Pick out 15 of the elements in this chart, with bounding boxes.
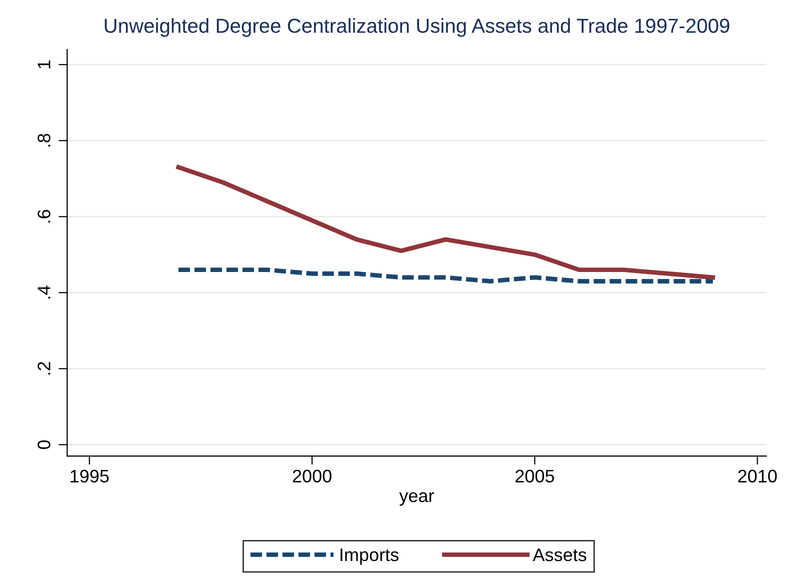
y-tick-label: 0 — [38, 440, 50, 449]
x-tick-label: 2000 — [292, 470, 332, 483]
y-tick-label: .4 — [38, 286, 50, 299]
chart-title: Unweighted Degree Centralization Using Assets and Trade 1997-2009 — [104, 18, 730, 37]
legend-label: Imports — [340, 548, 398, 565]
line-series — [176, 164, 716, 280]
x-tick-label: 2005 — [516, 470, 554, 483]
y-tick-label: 1 — [38, 60, 50, 68]
y-tick-label: .8 — [38, 134, 50, 146]
x-axis-title: year — [399, 492, 434, 506]
legend-label: Assets — [532, 548, 586, 562]
y-tick-label: .6 — [38, 210, 50, 223]
y-tick-label: .2 — [38, 362, 50, 375]
x-tick-label: 1995 — [70, 470, 109, 483]
x-tick-label: 2010 — [738, 470, 777, 483]
